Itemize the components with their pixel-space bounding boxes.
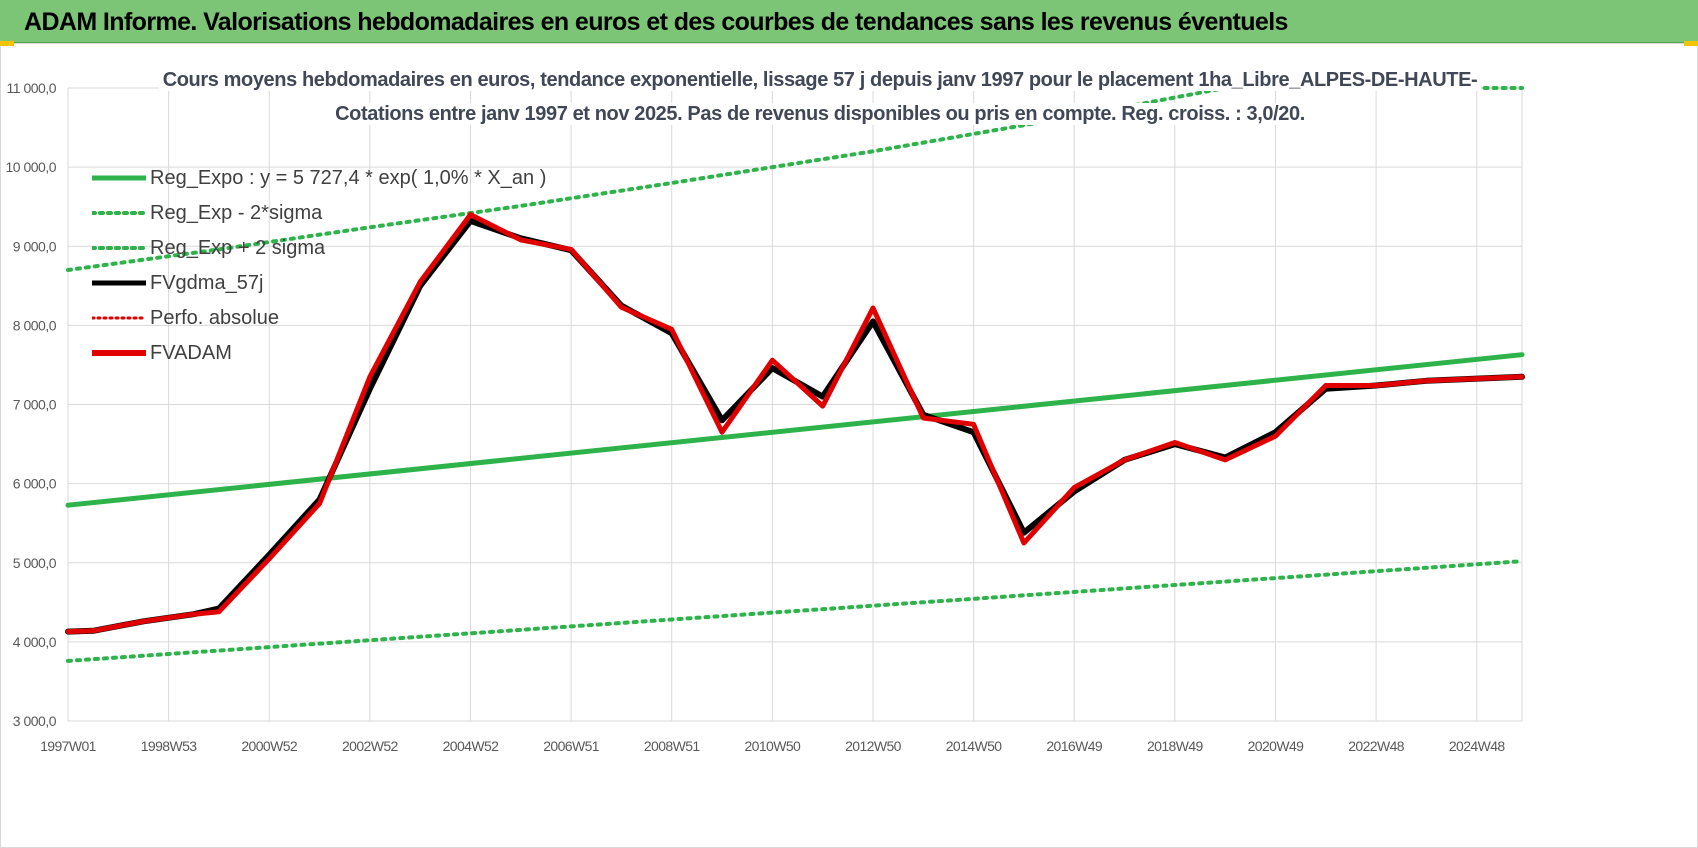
y-tick-label: 3 000,0 xyxy=(13,713,57,729)
chart-title: Cours moyens hebdomadaires en euros, ten… xyxy=(158,69,1482,91)
x-tick-label: 2014W50 xyxy=(946,738,1003,754)
y-tick-label: 11 000,0 xyxy=(7,80,57,96)
series-line-1 xyxy=(66,559,1524,663)
x-tick-label: 1997W01 xyxy=(40,738,97,754)
legend-swatch-perfo xyxy=(92,316,146,319)
legend-swatch-reg-expo xyxy=(92,175,146,180)
x-axis-ticks: 1997W01 1998W53 2000W52 2002W52 2004W52 2006W… xyxy=(40,738,1506,754)
x-tick-label: 1998W53 xyxy=(141,738,198,754)
y-tick-label: 9 000,0 xyxy=(13,238,57,254)
x-tick-label: 2012W50 xyxy=(845,738,902,754)
legend-swatch-fvgdma xyxy=(92,280,146,285)
legend-label: Perfo. absolue xyxy=(150,307,279,329)
y-tick-label: 10 000,0 xyxy=(6,159,57,175)
x-tick-label: 2004W52 xyxy=(443,738,500,754)
chart: 3 000,0 4 000,0 5 000,0 6 000,0 7 000,0 8 000… xyxy=(6,80,1525,754)
x-tick-label: 2024W48 xyxy=(1449,738,1506,754)
y-tick-label: 4 000,0 xyxy=(13,634,57,650)
x-tick-label: 2006W51 xyxy=(543,738,600,754)
chart-title-line1: Cours moyens hebdomadaires en euros, ten… xyxy=(120,69,1520,92)
legend-item-reg-exp-minus: Reg_Exp - 2*sigma xyxy=(92,195,546,230)
y-axis-ticks: 3 000,0 4 000,0 5 000,0 6 000,0 7 000,0 8 000… xyxy=(6,80,58,729)
x-tick-label: 2002W52 xyxy=(342,738,399,754)
y-tick-label: 6 000,0 xyxy=(13,476,57,492)
frame-corner-right xyxy=(1684,41,1698,46)
chart-legend: Reg_Expo : y = 5 727,4 * exp( 1,0% * X_a… xyxy=(92,160,546,370)
x-tick-label: 2000W52 xyxy=(241,738,298,754)
chart-subtitle: Cotations entre janv 1997 et nov 2025. P… xyxy=(331,103,1309,125)
x-tick-label: 2008W51 xyxy=(644,738,701,754)
legend-label: FVgdma_57j xyxy=(150,272,264,294)
legend-swatch-reg-exp-plus xyxy=(92,245,146,250)
y-tick-label: 7 000,0 xyxy=(13,397,57,413)
y-tick-label: 5 000,0 xyxy=(13,555,57,571)
x-tick-label: 2022W48 xyxy=(1348,738,1405,754)
legend-item-fvadam: FVADAM xyxy=(92,335,546,370)
legend-label: Reg_Expo : y = 5 727,4 * exp( 1,0% * X_a… xyxy=(150,167,547,189)
legend-label: Reg_Exp + 2 sigma xyxy=(150,237,326,259)
legend-item-reg-exp-plus: Reg_Exp + 2 sigma xyxy=(92,230,546,265)
series-line-5 xyxy=(65,212,1525,635)
legend-item-reg-expo: Reg_Expo : y = 5 727,4 * exp( 1,0% * X_a… xyxy=(92,160,546,195)
y-tick-label: 8 000,0 xyxy=(13,317,57,333)
x-tick-label: 2020W49 xyxy=(1248,738,1305,754)
legend-swatch-fvadam xyxy=(92,349,146,356)
frame-corner-left xyxy=(0,41,14,46)
series-line-0 xyxy=(65,352,1525,508)
x-tick-label: 2010W50 xyxy=(744,738,801,754)
legend-item-perfo: Perfo. absolue xyxy=(92,300,546,335)
legend-label: FVADAM xyxy=(150,342,232,364)
page-title: ADAM Informe. Valorisations hebdomadaire… xyxy=(24,8,1288,36)
legend-swatch-reg-exp-minus xyxy=(92,210,146,215)
legend-label: Reg_Exp - 2*sigma xyxy=(150,202,323,224)
x-tick-label: 2018W49 xyxy=(1147,738,1204,754)
legend-item-fvgdma: FVgdma_57j xyxy=(92,265,546,300)
chart-title-line2: Cotations entre janv 1997 et nov 2025. P… xyxy=(120,103,1520,126)
header-bar: ADAM Informe. Valorisations hebdomadaire… xyxy=(0,0,1698,43)
x-tick-label: 2016W49 xyxy=(1046,738,1103,754)
